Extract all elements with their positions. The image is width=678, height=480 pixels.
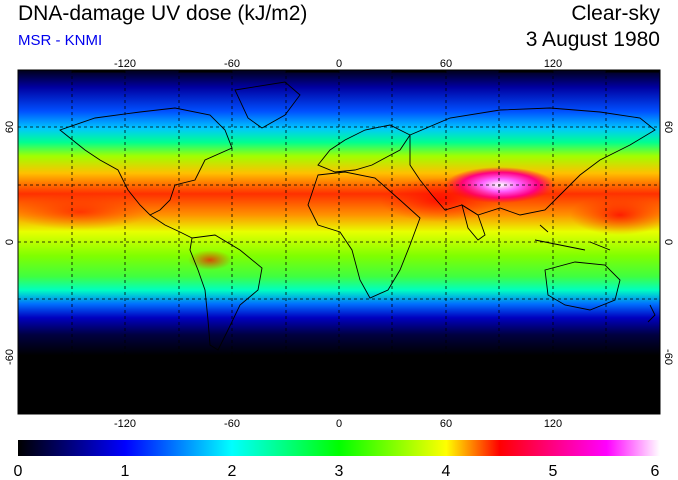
- sky-condition-label: Clear-sky: [571, 2, 660, 25]
- lon-tick-top: 60: [440, 58, 452, 70]
- colorbar-label: 6: [651, 463, 660, 480]
- colorbar-label: 0: [14, 463, 23, 480]
- lon-tick-top: -60: [224, 58, 240, 70]
- frame-ticks: [72, 69, 659, 415]
- south-america-outline: [189, 234, 263, 351]
- lat-tick-right: -60: [662, 349, 674, 365]
- lon-tick-top: 0: [336, 58, 342, 70]
- map-title: DNA-damage UV dose (kJ/m2): [18, 2, 308, 25]
- lon-tick-bottom: -60: [224, 418, 240, 430]
- lon-tick-bottom: 0: [336, 418, 342, 430]
- india-outline: [461, 204, 486, 241]
- colorbar-label: 5: [549, 463, 558, 480]
- lon-tick-top: -120: [114, 58, 136, 70]
- asia-outline: [409, 107, 656, 216]
- lon-tick-top: 120: [544, 58, 562, 70]
- lat-tick-left: 0: [4, 239, 16, 245]
- lat-tick-left: -60: [4, 349, 16, 365]
- colorbar-label: 1: [121, 463, 130, 480]
- australia-outline: [544, 261, 621, 311]
- southeast-asia-islands: [534, 224, 611, 251]
- lat-tick-left: 60: [4, 121, 16, 133]
- colorbar: [18, 440, 660, 456]
- coastlines: [18, 81, 660, 397]
- lat-tick-right: 60: [662, 121, 674, 133]
- greenland-outline: [234, 81, 301, 129]
- colorbar-label: 2: [228, 463, 237, 480]
- lat-tick-right: 0: [662, 239, 674, 245]
- antarctica-outline: [18, 389, 660, 397]
- lon-tick-bottom: -120: [114, 418, 136, 430]
- africa-outline: [307, 171, 421, 299]
- lon-tick-bottom: 120: [544, 418, 562, 430]
- new-zealand-outline: [647, 304, 656, 323]
- source-label: MSR - KNMI: [18, 32, 103, 49]
- europe-outline: [317, 124, 411, 173]
- central-america-outline: [149, 214, 193, 239]
- graticule: [18, 70, 660, 414]
- lon-tick-bottom: 60: [440, 418, 452, 430]
- colorbar-label: 4: [442, 463, 451, 480]
- date-label: 3 August 1980: [525, 28, 660, 51]
- colorbar-label: 3: [335, 463, 344, 480]
